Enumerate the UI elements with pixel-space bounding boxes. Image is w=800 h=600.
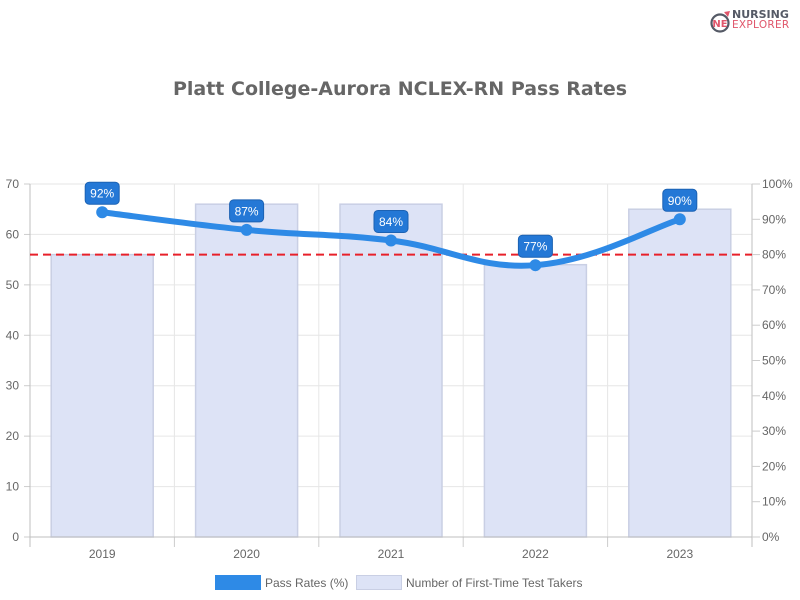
- logo-line2: EXPLORER: [732, 19, 790, 31]
- data-point: [96, 206, 109, 219]
- x-axis-tick: 2022: [522, 547, 549, 561]
- data-point: [385, 234, 397, 247]
- left-axis-tick: 20: [6, 429, 20, 443]
- left-axis-tick: 60: [6, 227, 20, 241]
- right-axis-tick: 20%: [762, 459, 786, 473]
- svg-text:NE: NE: [712, 19, 727, 30]
- right-axis-tick: 70%: [762, 283, 786, 297]
- right-axis-tick: 50%: [762, 354, 786, 368]
- bar: [339, 203, 443, 538]
- left-axis-tick: 50: [6, 278, 20, 292]
- data-label: 84%: [373, 209, 409, 233]
- bar-series: [50, 203, 732, 538]
- legend-swatch-bar: [356, 575, 402, 590]
- data-label: 90%: [662, 188, 698, 212]
- chart-title: Platt College-Aurora NCLEX-RN Pass Rates: [172, 78, 628, 100]
- line-series: [96, 206, 686, 272]
- x-axis-tick: 2021: [378, 547, 405, 561]
- nursing-explorer-logo: NE NURSING EXPLORER: [710, 9, 795, 35]
- bar: [483, 263, 588, 538]
- right-axis-tick: 60%: [762, 318, 786, 332]
- right-axis-tick: 80%: [762, 248, 786, 262]
- data-point: [240, 223, 253, 236]
- x-axis-tick: 2023: [666, 547, 693, 561]
- data-labels: 92% 87% 84% 77% 90%: [84, 181, 698, 258]
- legend: Pass Rates (%) Number of First-Time Test…: [0, 575, 800, 593]
- data-point: [673, 213, 686, 226]
- left-axis-tick: 10: [6, 480, 20, 494]
- svg-text:90%: 90%: [668, 194, 692, 208]
- right-axis-tick: 90%: [762, 212, 786, 226]
- svg-text:92%: 92%: [90, 187, 114, 201]
- left-axis-tick: 30: [6, 379, 20, 393]
- bar: [194, 203, 299, 538]
- bar: [50, 253, 154, 538]
- right-axis-tick: 100%: [762, 177, 793, 191]
- x-axis-tick: 2020: [233, 547, 260, 561]
- right-axis-tick: 40%: [762, 389, 786, 403]
- left-axis-tick: 40: [6, 328, 20, 342]
- data-point: [529, 259, 542, 272]
- left-axis-tick: 0: [12, 530, 19, 544]
- legend-swatch-line: [215, 575, 261, 590]
- axes: 0 10 20 30 40 50 60 70 0% 10% 20% 30% 40% 50% 60% 70% 80…: [6, 177, 793, 561]
- data-label: 87%: [229, 199, 265, 223]
- legend-item-test-takers[interactable]: Number of First-Time Test Takers: [356, 575, 582, 590]
- legend-label-pass-rates: Pass Rates (%): [265, 575, 349, 590]
- svg-text:84%: 84%: [379, 215, 403, 229]
- right-axis-tick: 10%: [762, 495, 786, 509]
- svg-text:77%: 77%: [523, 240, 547, 254]
- right-axis-tick: 30%: [762, 424, 786, 438]
- bar: [628, 208, 732, 538]
- right-axis-tick: 0%: [762, 530, 780, 544]
- left-axis-tick: 70: [6, 177, 20, 191]
- data-label: 92%: [84, 181, 120, 205]
- data-label: 77%: [517, 234, 553, 258]
- logo-line1: NURSING: [732, 8, 789, 21]
- legend-item-pass-rates[interactable]: Pass Rates (%): [215, 575, 348, 590]
- x-axis-tick: 2019: [89, 547, 116, 561]
- logo-mark-icon: NE: [710, 11, 730, 33]
- legend-label-test-takers: Number of First-Time Test Takers: [406, 575, 583, 590]
- svg-text:87%: 87%: [235, 204, 259, 218]
